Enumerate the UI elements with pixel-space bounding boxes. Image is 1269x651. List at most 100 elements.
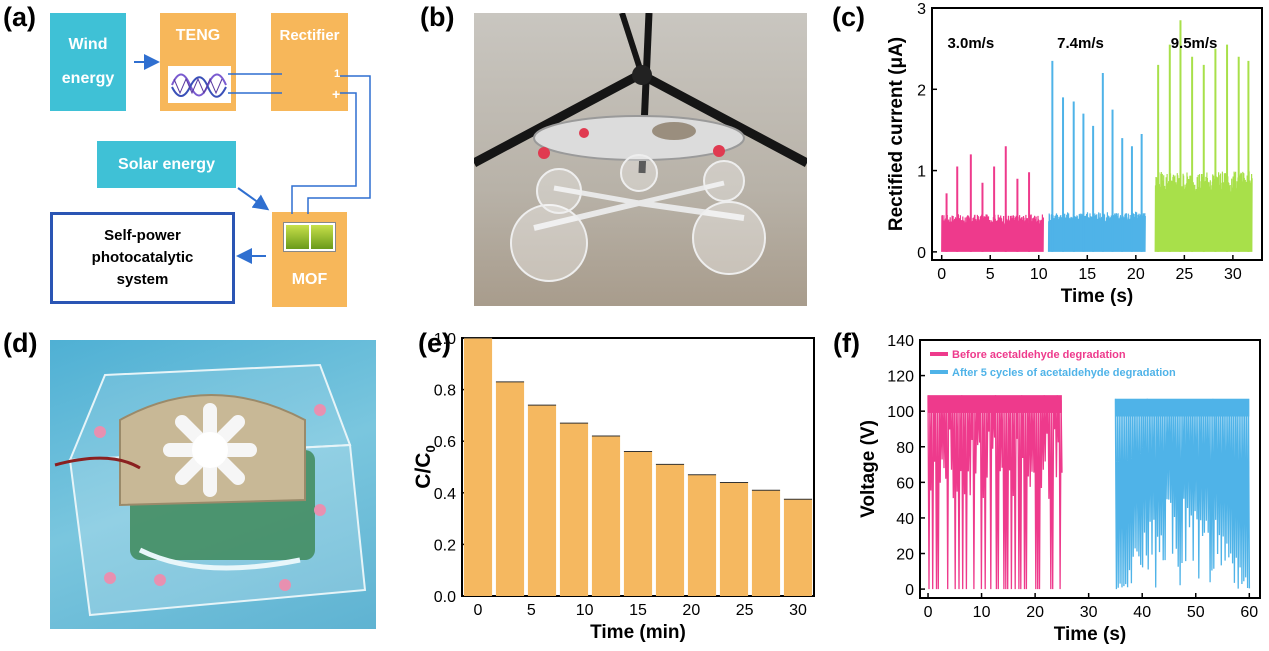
y-tick-label: 0.8 <box>434 383 456 400</box>
x-tick-label: 40 <box>1133 604 1151 621</box>
y-tick-label: 80 <box>896 440 914 457</box>
voltage-series-0 <box>927 395 1063 590</box>
y-tick-label: 1 <box>917 164 926 181</box>
mof-label: MOF <box>291 271 328 288</box>
y-tick-label: 140 <box>887 333 914 350</box>
x-tick-label: 50 <box>1187 604 1205 621</box>
degradation-bar <box>559 423 589 596</box>
x-tick-label: 0 <box>937 266 946 283</box>
y-axis-label: C/C0 <box>412 445 438 488</box>
degradation-bar <box>495 381 525 596</box>
panel-label-e: (e) <box>418 328 451 358</box>
x-tick-label: 20 <box>1127 266 1145 283</box>
x-tick-label: 25 <box>1175 266 1193 283</box>
y-tick-label: 0.0 <box>434 589 456 606</box>
plot-frame <box>919 339 1261 599</box>
voltage-series-top-band <box>928 395 1062 413</box>
y-tick-label: 0 <box>905 582 914 599</box>
degradation-bar <box>687 474 717 596</box>
y-tick-label: 0.4 <box>434 486 456 503</box>
degradation-bar-chart: 0 5 10 15 20 25 30 0.0 0.2 0.4 0.6 0.8 1.0 Time (min)… <box>412 331 815 643</box>
rectifier-terminal-plus: + <box>332 86 341 102</box>
x-axis-label: Time (min) <box>590 622 686 643</box>
y-tick-label: 20 <box>896 547 914 564</box>
y-tick-label: 2 <box>917 82 926 99</box>
y-axis-label-subscript: 0 <box>423 445 438 452</box>
x-tick-label: 20 <box>1026 604 1044 621</box>
x-tick-label: 25 <box>736 602 754 619</box>
y-tick-label: 0 <box>917 245 926 262</box>
wind-label-line2: energy <box>61 70 115 87</box>
rectifier-to-mof-wire-plus <box>291 92 357 214</box>
x-tick-label: 5 <box>527 602 536 619</box>
solar-label: Solar energy <box>118 155 215 173</box>
y-tick-label: 120 <box>887 369 914 386</box>
panel-label-d: (d) <box>3 328 38 358</box>
rectifier-label: Rectifier <box>279 27 340 44</box>
x-tick-label: 30 <box>1080 604 1098 621</box>
rectifier-terminal-minus: 1 <box>334 68 341 80</box>
teng-device-photo <box>474 13 807 306</box>
voltage-chart: 0 10 20 30 40 50 60 0 20 40 60 80 100 120 140 Time (s) V… <box>858 333 1261 645</box>
panel-label-b: (b) <box>420 2 455 32</box>
wind-energy-box: Wind energy <box>50 13 126 111</box>
chamber-illustration <box>54 363 367 617</box>
x-tick-label: 30 <box>1224 266 1242 283</box>
degradation-bar <box>591 436 621 596</box>
x-tick-label: 5 <box>986 266 995 283</box>
degradation-bar <box>463 338 493 596</box>
y-axis-label: Rectified current (μA) <box>886 37 907 231</box>
wind-speed-annotation: 7.4m/s <box>1057 35 1104 52</box>
degradation-bar <box>719 482 749 596</box>
y-tick-label: 1.0 <box>434 331 456 348</box>
self-power-system-box: Self-power photocatalytic system <box>50 212 235 304</box>
photocatalytic-chamber-photo <box>50 340 376 629</box>
system-label-line2: photocatalytic <box>91 249 194 266</box>
system-label-line3: system <box>116 271 169 288</box>
x-tick-label: 10 <box>576 602 594 619</box>
wind-cup-device-illustration <box>474 13 807 282</box>
degradation-bar <box>655 464 685 596</box>
wind-label-line1: Wind <box>68 36 108 53</box>
y-tick-label: 100 <box>887 404 914 421</box>
mof-electrode-panel <box>283 222 336 252</box>
y-axis-label-main: C/C <box>412 453 435 489</box>
x-tick-label: 20 <box>682 602 700 619</box>
legend-label: Before acetaldehyde degradation <box>952 349 1126 361</box>
x-tick-label: 60 <box>1240 604 1258 621</box>
x-tick-label: 15 <box>1078 266 1096 283</box>
wind-speed-annotation: 3.0m/s <box>947 35 994 52</box>
y-tick-label: 40 <box>896 511 914 528</box>
current-series-0 <box>941 214 1044 252</box>
rectified-current-chart: 0 5 10 15 20 25 30 0 1 2 3 Time (s) Rectified curren… <box>886 1 1263 307</box>
teng-wave-inset <box>168 66 231 103</box>
x-tick-label: 15 <box>629 602 647 619</box>
degradation-bar <box>623 451 653 596</box>
x-axis-label: Time (s) <box>1054 624 1127 645</box>
y-tick-label: 60 <box>896 475 914 492</box>
solar-energy-box: Solar energy <box>97 141 236 188</box>
x-tick-label: 30 <box>789 602 807 619</box>
legend-label: After 5 cycles of acetaldehyde degradati… <box>952 367 1176 379</box>
wind-speed-annotation: 9.5m/s <box>1171 35 1218 52</box>
current-series-1 <box>1047 211 1146 252</box>
teng-label: TENG <box>175 27 221 44</box>
system-label-line1: Self-power <box>104 227 181 244</box>
x-tick-label: 10 <box>1030 266 1048 283</box>
wave-icon <box>171 73 227 98</box>
y-tick-label: 0.2 <box>434 537 456 554</box>
plot-frame <box>931 7 1263 261</box>
x-tick-label: 0 <box>474 602 483 619</box>
voltage-series-1 <box>1114 398 1251 590</box>
panel-label-a: (a) <box>3 2 36 32</box>
x-axis-label: Time (s) <box>1061 286 1134 307</box>
degradation-bar <box>751 490 781 596</box>
solar-to-mof-arrow <box>237 187 270 211</box>
x-tick-label: 0 <box>924 604 933 621</box>
voltage-series-top-band <box>1115 398 1250 417</box>
panel-label-f: (f) <box>833 328 860 358</box>
degradation-bar <box>783 499 813 596</box>
degradation-bar <box>527 405 557 596</box>
x-tick-label: 10 <box>973 604 991 621</box>
y-axis-label: Voltage (V) <box>858 420 879 518</box>
